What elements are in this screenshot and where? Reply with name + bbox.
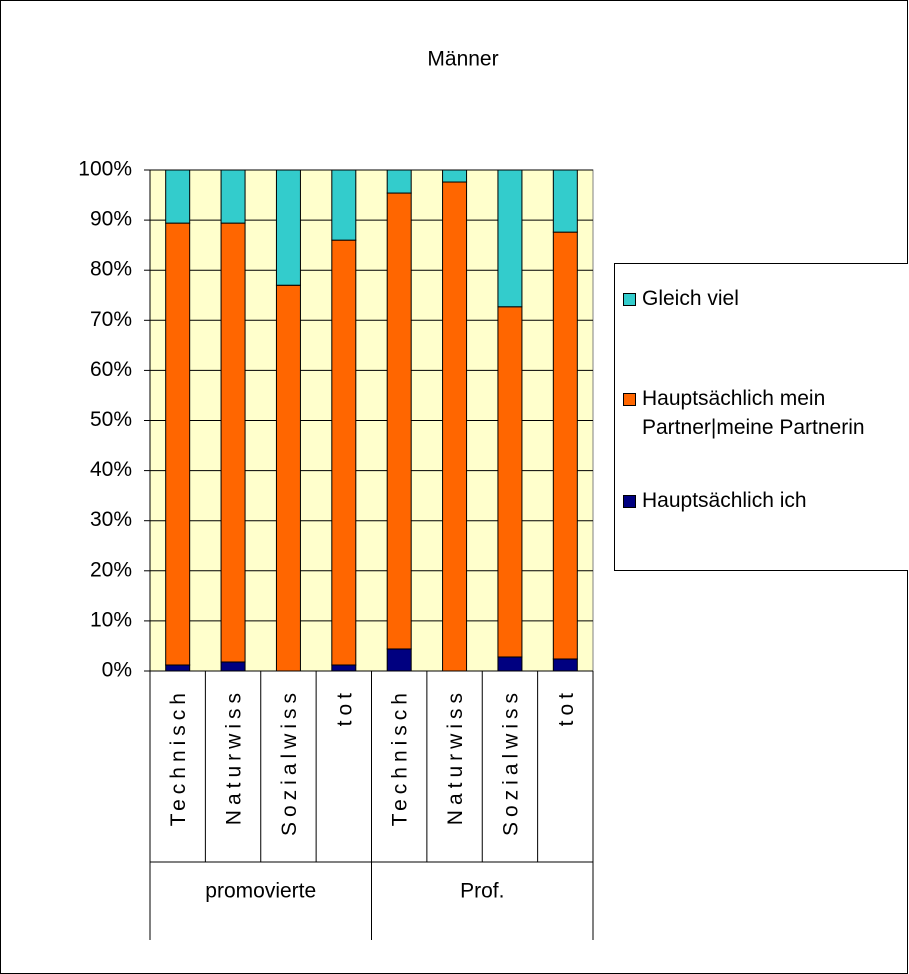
y-tick-label: 30% xyxy=(90,508,132,531)
bar-segment xyxy=(331,239,357,666)
bar-segment xyxy=(275,169,301,286)
legend-swatch xyxy=(623,293,636,306)
x-tick-label: tot xyxy=(555,688,578,726)
bar-segment xyxy=(386,648,412,672)
bar-segment xyxy=(220,169,246,224)
bar-segment xyxy=(497,656,523,672)
y-tick-label: 0% xyxy=(102,659,132,682)
x-tick-label: Technisch xyxy=(389,688,412,826)
legend-swatch xyxy=(623,495,636,508)
legend-swatch xyxy=(623,393,636,406)
bar-segment xyxy=(552,169,578,233)
group-label: promovierte xyxy=(205,880,316,903)
legend: Gleich viel Hauptsächlich mein Partner|me… xyxy=(614,263,908,571)
legend-label: Hauptsächlich mein Partner|meine Partner… xyxy=(642,387,865,439)
bar-segment xyxy=(552,658,578,672)
bar-segment xyxy=(165,169,191,224)
x-tick-label: Technisch xyxy=(167,688,190,826)
bar-segment xyxy=(386,169,412,194)
bar-segment xyxy=(497,306,523,658)
bar-segment xyxy=(552,231,578,660)
bar-segment xyxy=(220,661,246,672)
bar-segment xyxy=(165,664,191,672)
x-tick-label: Sozialwiss xyxy=(499,688,522,836)
bar-segment xyxy=(442,181,468,672)
bar-segment xyxy=(165,222,191,666)
bar-segment xyxy=(331,664,357,672)
legend-item: Hauptsächlich ich xyxy=(623,486,908,515)
legend-label: Gleich viel xyxy=(642,287,739,310)
group-label: Prof. xyxy=(460,880,504,903)
bar-segment xyxy=(275,284,301,672)
bar-segment xyxy=(442,169,468,183)
y-tick-label: 80% xyxy=(90,258,132,281)
y-tick-label: 70% xyxy=(90,308,132,331)
y-tick-label: 100% xyxy=(78,158,132,181)
y-tick-label: 40% xyxy=(90,458,132,481)
y-tick-label: 10% xyxy=(90,608,132,631)
x-tick-label: Sozialwiss xyxy=(278,688,301,836)
chart-title: Männer xyxy=(427,48,498,71)
legend-label: Hauptsächlich ich xyxy=(642,489,807,512)
legend-item: Hauptsächlich mein Partner|meine Partner… xyxy=(623,384,908,442)
x-tick-label: tot xyxy=(333,688,356,726)
y-tick-label: 60% xyxy=(90,358,132,381)
bar-segment xyxy=(497,169,523,308)
x-tick-label: Naturwiss xyxy=(444,688,467,825)
bar-segment xyxy=(386,192,412,650)
bar-segment xyxy=(220,222,246,663)
y-tick-label: 90% xyxy=(90,208,132,231)
y-tick-label: 50% xyxy=(90,408,132,431)
x-tick-label: Naturwiss xyxy=(223,688,246,825)
legend-item: Gleich viel xyxy=(623,284,908,313)
bar-segment xyxy=(331,169,357,241)
y-tick-label: 20% xyxy=(90,558,132,581)
